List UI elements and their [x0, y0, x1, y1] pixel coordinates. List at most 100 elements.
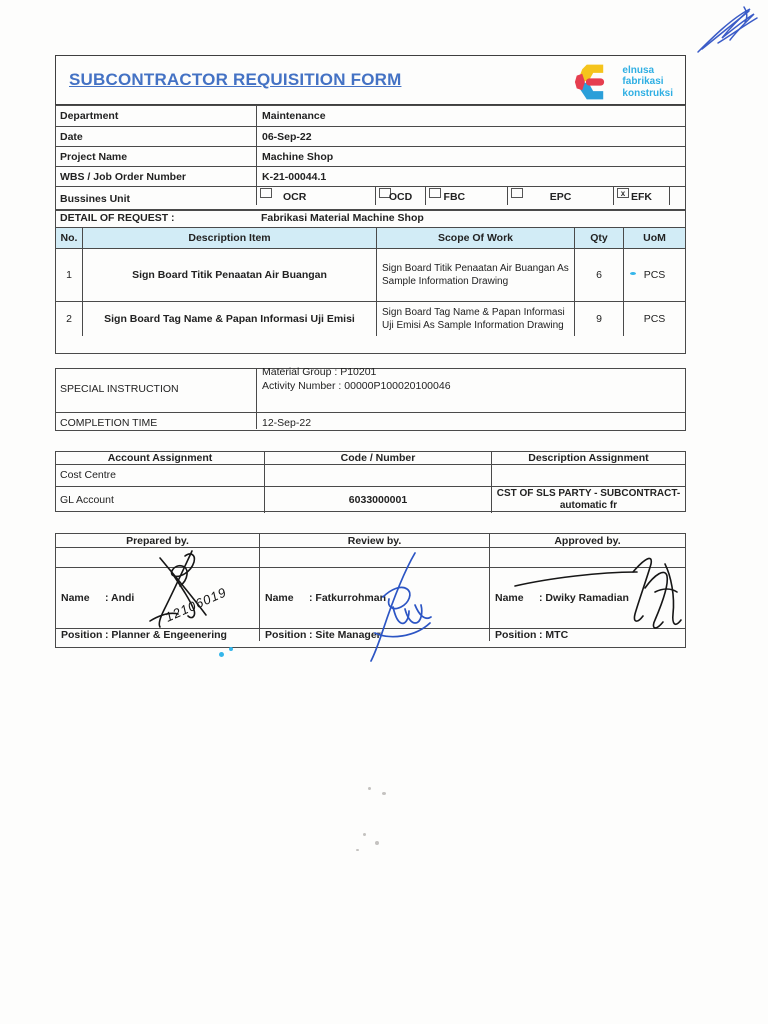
scan-speck — [363, 833, 366, 836]
page-title: SUBCONTRACTOR REQUISITION FORM — [69, 70, 402, 89]
activity-number-line: Activity Number : 00000P100020100046 — [262, 380, 451, 392]
checkbox-label: OCR — [283, 191, 307, 203]
special-instruction-table: SPECIAL INSTRUCTION Material Group : P10… — [55, 366, 686, 431]
business-unit-option-epc: EPC — [507, 187, 613, 205]
field-value: K-21-00044.1 — [256, 167, 685, 186]
completion-time-label: COMPLETION TIME — [60, 417, 158, 429]
detail-of-request-table: DETAIL OF REQUEST : Fabrikasi Material M… — [55, 210, 686, 354]
business-unit-empty-cell — [669, 187, 685, 205]
special-instruction-value: Material Group : P10201 Activity Number … — [256, 366, 685, 412]
business-unit-option-fbc: FBC — [425, 187, 507, 205]
column-header-account-assignment: Account Assignment — [107, 452, 213, 464]
signature-position-row: Position : Planner & Engeenering Positio… — [56, 628, 685, 641]
account-assignment-table: Account Assignment Code / Number Descrip… — [55, 451, 686, 513]
material-group-line: Material Group : P10201 — [262, 366, 377, 378]
name-label: Name — [495, 592, 524, 604]
position-label: Position — [495, 629, 537, 641]
name-label: Name — [61, 592, 90, 604]
field-row-wbs-job-order: WBS / Job Order Number K-21-00044.1 — [56, 166, 685, 186]
cyan-pen-dot — [229, 647, 233, 651]
checkbox-fbc — [429, 188, 441, 198]
checkbox-ocr — [260, 188, 272, 198]
checkbox-label: EFK — [631, 191, 652, 203]
scan-speck — [375, 841, 379, 845]
item-qty: 6 — [574, 249, 623, 301]
signature-name-row: Name : Andi Name : Fatkurrohman Name : D… — [56, 567, 685, 628]
company-logo: elnusa fabrikasi konstruksi — [574, 62, 673, 102]
cyan-pen-dot — [219, 652, 224, 657]
item-no: 1 — [66, 269, 72, 281]
logo-line: elnusa — [622, 64, 655, 76]
field-row-project-name: Project Name Machine Shop — [56, 146, 685, 166]
detail-of-request-label: DETAIL OF REQUEST : — [60, 212, 175, 224]
table-row-gl-account: GL Account 6033000001 CST OF SLS PARTY -… — [56, 486, 685, 513]
column-header-review-by: Review by. — [259, 534, 489, 547]
field-label: Date — [60, 131, 83, 143]
business-unit-option-ocd: OCD — [375, 187, 425, 205]
field-label: Department — [60, 110, 119, 122]
name-value: : Dwiky Ramadian — [539, 592, 629, 604]
table-row-item-2: 2 Sign Board Tag Name & Papan Informasi … — [56, 301, 685, 336]
column-header-uom: UoM — [623, 228, 685, 248]
scan-speck — [368, 787, 371, 790]
elnusa-logo-icon — [575, 64, 605, 100]
logo-wordmark: elnusa fabrikasi konstruksi — [622, 65, 673, 100]
column-header-code-number: Code / Number — [264, 452, 491, 464]
scan-speck — [382, 792, 386, 795]
item-scope: Sign Board Titik Penaatan Air Buangan As… — [376, 249, 574, 301]
column-header-approved-by: Approved by. — [489, 534, 685, 547]
checkbox-mark: x — [620, 189, 626, 198]
spacer-cell — [489, 548, 685, 567]
table-row-item-1: 1 Sign Board Titik Penaatan Air Buangan … — [56, 248, 685, 301]
column-header-description-assignment: Description Assignment — [491, 452, 685, 464]
account-table-header-row: Account Assignment Code / Number Descrip… — [56, 452, 685, 464]
position-value: : Site Manager — [309, 629, 381, 641]
field-label: Project Name — [60, 151, 128, 163]
item-uom: PCS — [623, 249, 685, 301]
field-label: Bussines Unit — [60, 193, 131, 205]
checkbox-label: EPC — [549, 191, 572, 203]
name-cell-prepared: Name : Andi — [56, 568, 259, 628]
item-qty: 9 — [574, 302, 623, 336]
name-value: : Andi — [105, 592, 135, 604]
checkbox-efk-checked: x — [617, 188, 629, 198]
logo-line: konstruksi — [622, 87, 673, 99]
field-row-date: Date 06-Sep-22 — [56, 126, 685, 146]
item-description: Sign Board Tag Name & Papan Informasi Uj… — [82, 302, 376, 336]
name-cell-approved: Name : Dwiky Ramadian — [489, 568, 685, 628]
completion-time-row: COMPLETION TIME 12-Sep-22 — [56, 412, 685, 429]
signature-header-row: Prepared by. Review by. Approved by. — [56, 534, 685, 547]
checkbox-ocd — [379, 188, 391, 198]
item-no: 2 — [66, 313, 72, 325]
signature-spacer-row — [56, 547, 685, 567]
position-label: Position — [61, 629, 103, 641]
table-row-cost-centre: Cost Centre — [56, 464, 685, 486]
account-row-code: 6033000001 — [264, 487, 491, 513]
account-row-code — [264, 465, 491, 486]
item-description-text: Sign Board Titik Penaatan Air Buangan — [132, 269, 327, 281]
position-cell-approved: Position : MTC — [489, 629, 685, 641]
logo-line: fabrikasi — [622, 76, 664, 88]
position-value: : MTC — [539, 629, 569, 641]
field-value: Maintenance — [256, 106, 685, 126]
name-label: Name — [265, 592, 294, 604]
account-row-description: CST OF SLS PARTY - SUBCONTRACT-automatic… — [491, 487, 685, 513]
account-row-label: Cost Centre — [60, 469, 117, 481]
cyan-scan-mark — [630, 272, 636, 275]
signature-table: Prepared by. Review by. Approved by. Nam… — [55, 533, 686, 648]
special-instruction-label: SPECIAL INSTRUCTION — [60, 383, 179, 395]
name-value: : Fatkurrohman — [309, 592, 387, 604]
checkbox-epc — [511, 188, 523, 198]
checkbox-label: OCD — [388, 191, 413, 203]
column-header-qty: Qty — [574, 228, 623, 248]
form-header: SUBCONTRACTOR REQUISITION FORM elnusa fa… — [55, 55, 686, 105]
form-fields-table: Department Maintenance Date 06-Sep-22 Pr… — [55, 105, 686, 210]
detail-of-request-row: DETAIL OF REQUEST : Fabrikasi Material M… — [56, 211, 685, 227]
items-table-header-row: No. Description Item Scope Of Work Qty U… — [56, 227, 685, 248]
item-description: Sign Board Titik Penaatan Air Buangan — [82, 249, 376, 301]
item-description-text: Sign Board Tag Name & Papan Informasi Uj… — [104, 313, 355, 325]
scan-speck — [356, 849, 359, 851]
detail-of-request-value: Fabrikasi Material Machine Shop — [261, 212, 424, 224]
checkbox-label: FBC — [443, 191, 466, 203]
